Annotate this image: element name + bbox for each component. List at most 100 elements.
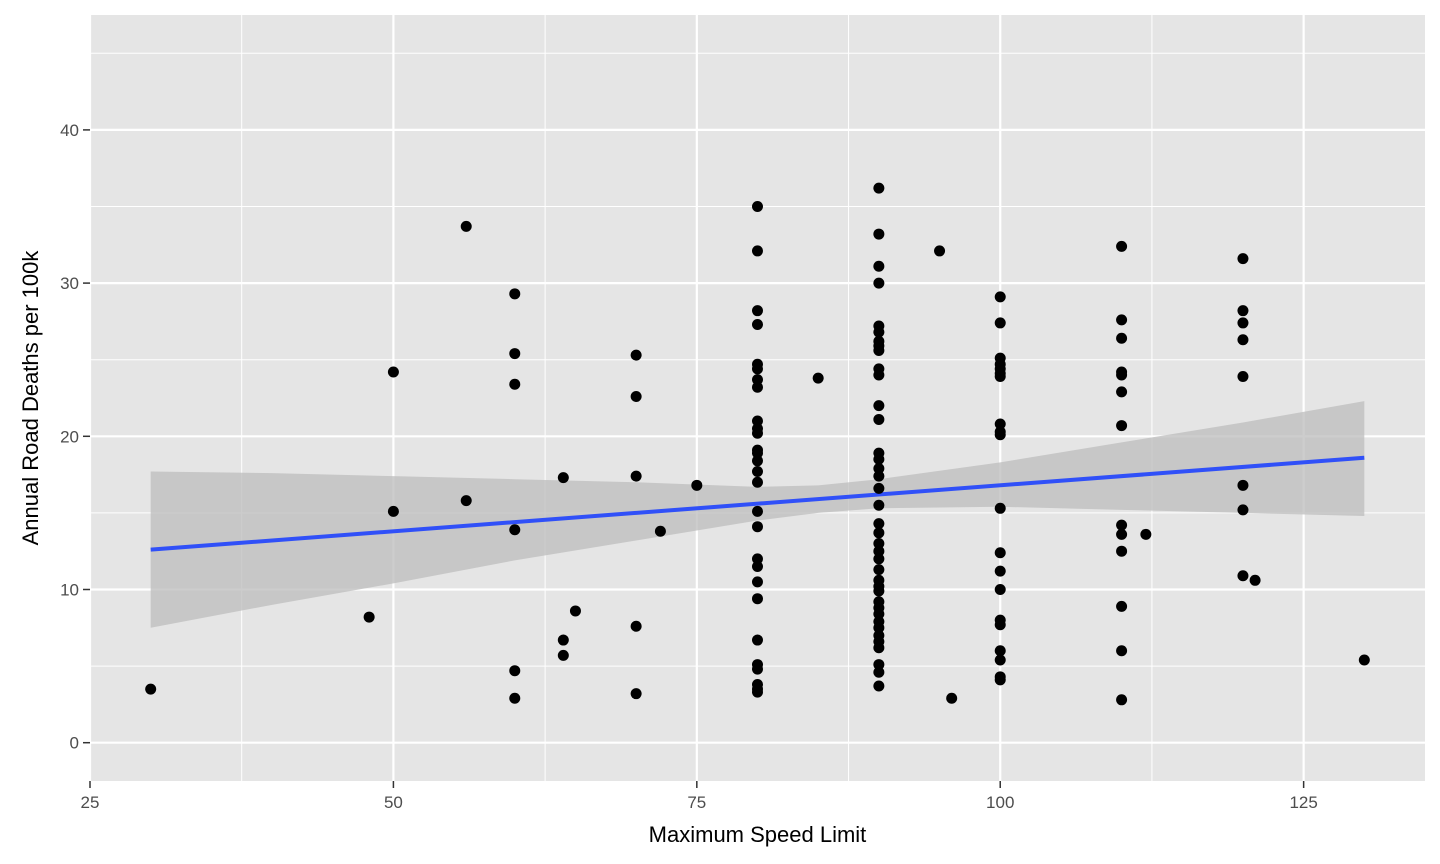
data-point <box>630 349 642 361</box>
data-point <box>557 649 569 661</box>
data-point <box>569 605 581 617</box>
data-point <box>363 611 375 623</box>
data-point <box>873 666 885 678</box>
data-point <box>1237 317 1249 329</box>
data-point <box>873 413 885 425</box>
data-point <box>752 381 763 393</box>
data-point <box>1116 645 1128 657</box>
data-point <box>873 182 885 194</box>
data-point <box>752 686 763 698</box>
data-point <box>994 502 1006 514</box>
data-point <box>630 688 642 700</box>
x-tick-label: 50 <box>384 793 403 812</box>
data-point <box>1116 600 1128 612</box>
data-point <box>509 524 521 536</box>
data-point <box>1116 420 1128 432</box>
data-point <box>873 470 885 482</box>
data-point <box>1116 528 1128 540</box>
data-point <box>934 245 946 257</box>
data-point <box>873 369 885 381</box>
data-point <box>387 366 399 378</box>
data-point <box>752 363 763 375</box>
data-point <box>994 565 1006 577</box>
data-points <box>145 182 1370 706</box>
data-point <box>873 680 885 692</box>
data-point <box>387 505 399 517</box>
data-point <box>994 317 1006 329</box>
data-point <box>752 521 763 533</box>
data-point <box>1237 253 1249 265</box>
data-point <box>752 415 763 427</box>
data-point <box>873 642 885 654</box>
data-point <box>873 585 885 597</box>
data-point <box>873 345 885 357</box>
data-point <box>812 372 824 384</box>
data-point <box>509 288 521 300</box>
data-point <box>994 547 1006 559</box>
data-point <box>630 620 642 632</box>
plot-panel <box>90 15 1425 781</box>
data-point <box>145 683 157 695</box>
data-point <box>873 462 885 474</box>
data-point <box>1237 305 1249 317</box>
data-point <box>1249 574 1261 586</box>
data-point <box>691 479 703 491</box>
data-point <box>994 584 1006 595</box>
data-point <box>1140 528 1152 540</box>
data-point <box>873 538 885 550</box>
data-point <box>752 505 763 517</box>
data-point <box>1116 545 1128 557</box>
x-tick-label: 125 <box>1289 793 1317 812</box>
data-point <box>509 378 521 390</box>
data-point <box>752 374 763 386</box>
data-point <box>509 692 521 704</box>
y-tick-label: 20 <box>60 427 79 446</box>
data-point <box>509 348 521 360</box>
data-point <box>994 654 1006 666</box>
data-point <box>873 400 885 412</box>
data-point <box>873 326 885 338</box>
data-point <box>752 305 763 317</box>
data-point <box>1237 371 1249 383</box>
data-point <box>1237 504 1249 516</box>
y-tick-label: 0 <box>70 734 79 753</box>
data-point <box>1116 386 1128 398</box>
data-point <box>873 527 885 539</box>
data-point <box>873 277 885 289</box>
data-point <box>752 447 763 459</box>
data-point <box>630 390 642 402</box>
data-point <box>873 545 885 557</box>
data-point <box>1116 519 1128 531</box>
regression-line <box>150 455 1365 552</box>
data-point <box>630 470 642 482</box>
data-point <box>873 564 885 576</box>
data-point <box>994 429 1006 441</box>
x-axis-title: Maximum Speed Limit <box>649 822 867 847</box>
data-point <box>994 645 1006 657</box>
axis-ticks <box>83 129 1305 788</box>
data-point <box>994 291 1006 303</box>
data-point <box>752 427 763 439</box>
y-tick-labels: 0 10 20 30 40 <box>60 121 79 753</box>
y-tick-label: 40 <box>60 121 79 140</box>
data-point <box>873 622 885 634</box>
data-point <box>873 499 885 511</box>
data-point <box>1116 332 1128 344</box>
data-point <box>752 663 763 675</box>
data-point <box>1116 369 1128 381</box>
x-tick-label: 25 <box>81 793 100 812</box>
x-tick-label: 75 <box>687 793 706 812</box>
data-point <box>752 318 763 330</box>
data-point <box>1116 240 1128 252</box>
data-point <box>460 220 472 232</box>
y-tick-label: 30 <box>60 274 79 293</box>
data-point <box>752 245 763 257</box>
data-point <box>460 495 472 507</box>
data-point <box>752 476 763 488</box>
data-point <box>752 455 763 467</box>
data-point <box>994 674 1006 686</box>
data-point <box>752 576 763 588</box>
data-point <box>994 418 1006 430</box>
data-point <box>1358 654 1370 666</box>
